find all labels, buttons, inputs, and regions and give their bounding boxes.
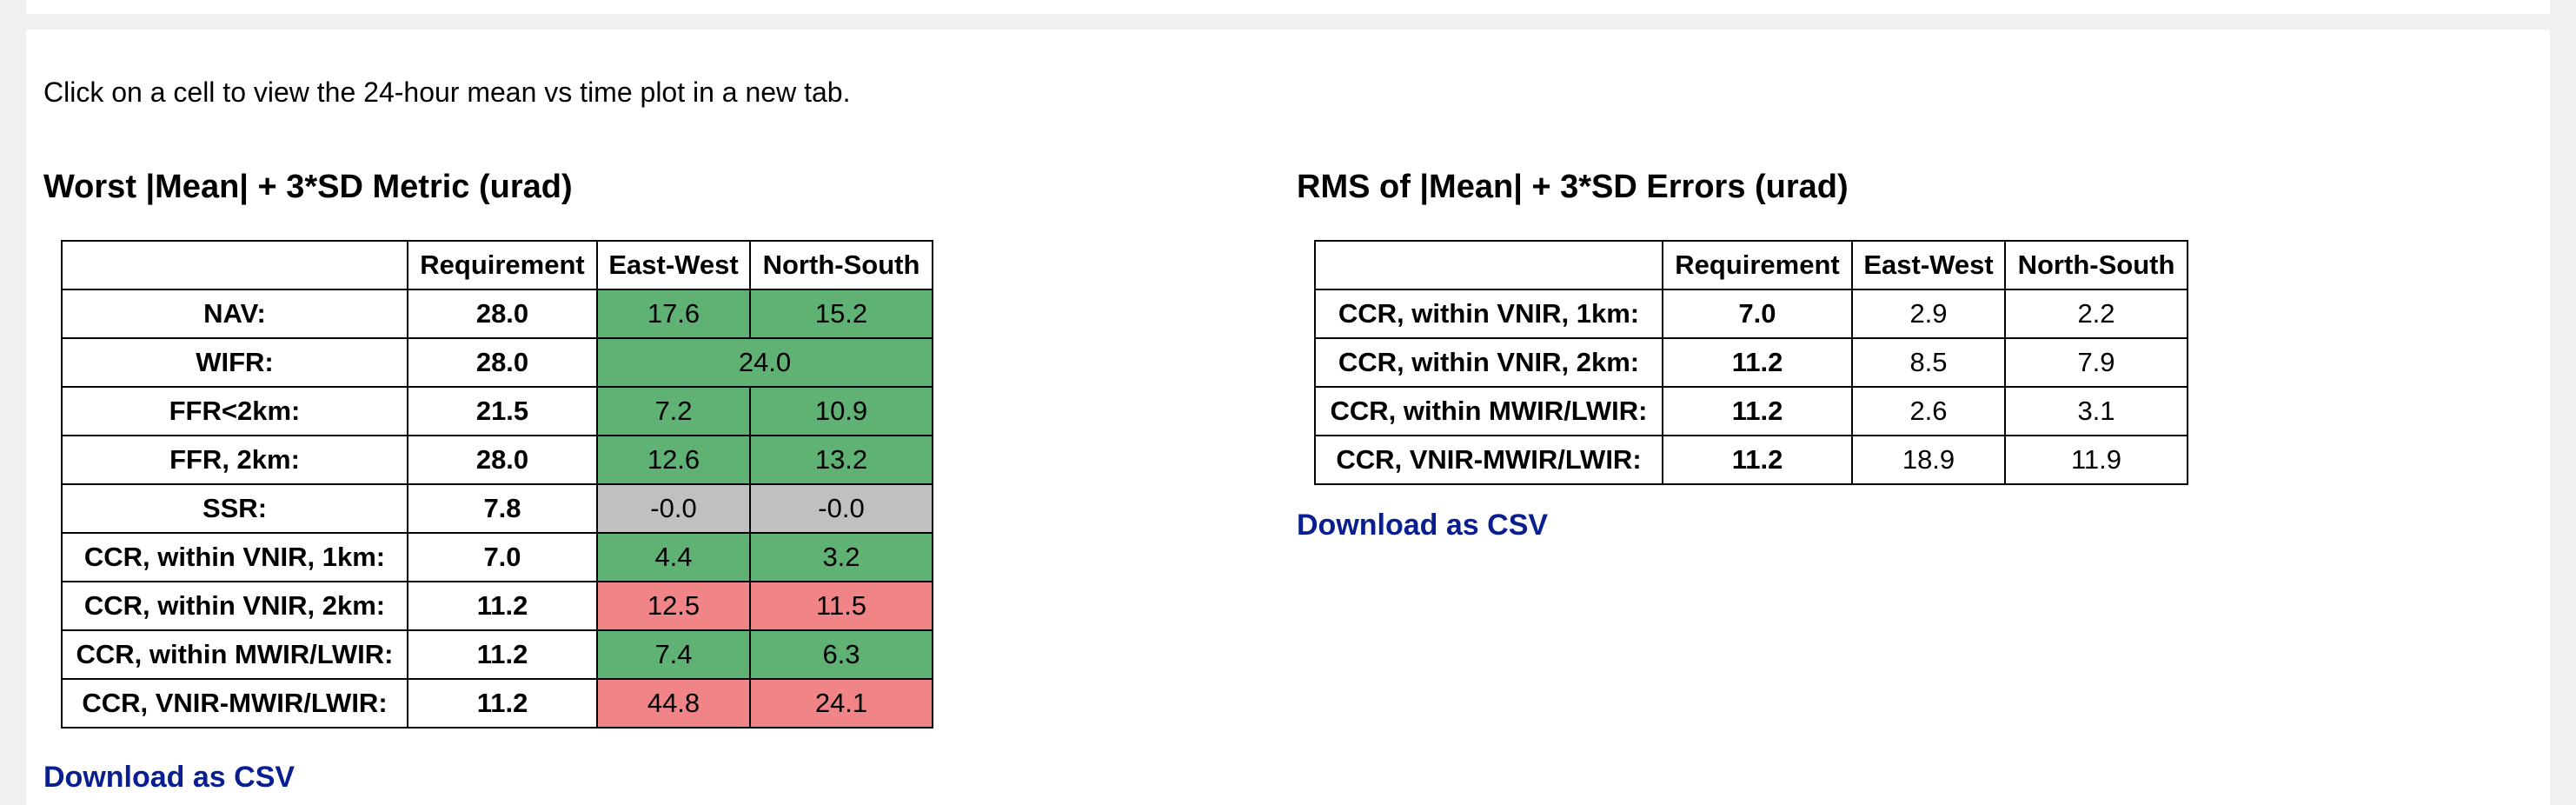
table-row: WIFR: 28.0 24.0 (61, 337, 933, 388)
header-blank (1314, 240, 1663, 290)
table-row: SSR: 7.8 -0.0 -0.0 (61, 483, 933, 534)
requirement-cell: 11.2 (1662, 337, 1853, 388)
east-west-cell: 8.5 (1851, 337, 2006, 388)
header-requirement: Requirement (1662, 240, 1853, 290)
north-south-cell[interactable]: 11.5 (749, 581, 933, 631)
worst-metric-table: Requirement East-West North-South NAV: 2… (61, 240, 933, 728)
north-south-cell: 7.9 (2004, 337, 2188, 388)
north-south-cell[interactable]: -0.0 (749, 483, 933, 534)
east-west-cell: 2.6 (1851, 386, 2006, 436)
row-label: FFR, 2km: (61, 435, 408, 485)
row-label: CCR, within VNIR, 1km: (61, 532, 408, 582)
table-header-row: Requirement East-West North-South (61, 240, 933, 290)
requirement-cell: 28.0 (407, 289, 598, 339)
north-south-cell[interactable]: 13.2 (749, 435, 933, 485)
east-west-cell: 18.9 (1851, 435, 2006, 485)
intro-text: Click on a cell to view the 24-hour mean… (43, 77, 851, 108)
requirement-cell: 7.0 (1662, 289, 1853, 339)
row-label: FFR<2km: (61, 386, 408, 436)
table-row: CCR, within VNIR, 2km: 11.2 12.5 11.5 (61, 581, 933, 631)
east-west-cell[interactable]: 4.4 (596, 532, 751, 582)
east-west-cell[interactable]: 12.5 (596, 581, 751, 631)
row-label: CCR, within VNIR, 2km: (1314, 337, 1663, 388)
north-south-cell: 3.1 (2004, 386, 2188, 436)
north-south-cell[interactable]: 10.9 (749, 386, 933, 436)
table-row: CCR, within VNIR, 1km: 7.0 4.4 3.2 (61, 532, 933, 582)
table-header-row: Requirement East-West North-South (1314, 240, 2188, 290)
row-label: CCR, within VNIR, 2km: (61, 581, 408, 631)
top-panel-strip (26, 0, 2550, 14)
table-row: CCR, within VNIR, 1km: 7.0 2.9 2.2 (1314, 289, 2188, 339)
row-label: CCR, within VNIR, 1km: (1314, 289, 1663, 339)
requirement-cell: 11.2 (1662, 435, 1853, 485)
requirement-cell: 28.0 (407, 337, 598, 388)
east-west-cell[interactable]: 44.8 (596, 678, 751, 728)
north-south-cell[interactable]: 15.2 (749, 289, 933, 339)
rms-errors-title: RMS of |Mean| + 3*SD Errors (urad) (1297, 169, 1849, 205)
row-label: WIFR: (61, 337, 408, 388)
table-row: CCR, VNIR-MWIR/LWIR: 11.2 18.9 11.9 (1314, 435, 2188, 485)
east-west-cell: 2.9 (1851, 289, 2006, 339)
worst-metric-title: Worst |Mean| + 3*SD Metric (urad) (43, 169, 573, 205)
row-label: NAV: (61, 289, 408, 339)
east-west-cell[interactable]: -0.0 (596, 483, 751, 534)
table-row: FFR<2km: 21.5 7.2 10.9 (61, 386, 933, 436)
combined-value-cell[interactable]: 24.0 (596, 337, 933, 388)
east-west-cell[interactable]: 7.2 (596, 386, 751, 436)
requirement-cell: 7.0 (407, 532, 598, 582)
table-row: CCR, within MWIR/LWIR: 11.2 2.6 3.1 (1314, 386, 2188, 436)
requirement-cell: 11.2 (407, 629, 598, 680)
row-label: CCR, VNIR-MWIR/LWIR: (61, 678, 408, 728)
requirement-cell: 21.5 (407, 386, 598, 436)
download-csv-link-rms[interactable]: Download as CSV (1297, 509, 1549, 542)
rms-errors-table: Requirement East-West North-South CCR, w… (1314, 240, 2188, 485)
download-csv-link-worst[interactable]: Download as CSV (43, 761, 295, 794)
row-label: CCR, within MWIR/LWIR: (61, 629, 408, 680)
row-label: CCR, within MWIR/LWIR: (1314, 386, 1663, 436)
north-south-cell: 2.2 (2004, 289, 2188, 339)
header-east-west: East-West (1851, 240, 2006, 290)
table-row: CCR, VNIR-MWIR/LWIR: 11.2 44.8 24.1 (61, 678, 933, 728)
table-row: CCR, within MWIR/LWIR: 11.2 7.4 6.3 (61, 629, 933, 680)
requirement-cell: 11.2 (1662, 386, 1853, 436)
header-north-south: North-South (749, 240, 933, 290)
requirement-cell: 7.8 (407, 483, 598, 534)
requirement-cell: 11.2 (407, 678, 598, 728)
east-west-cell[interactable]: 17.6 (596, 289, 751, 339)
east-west-cell[interactable]: 12.6 (596, 435, 751, 485)
requirement-cell: 28.0 (407, 435, 598, 485)
north-south-cell[interactable]: 6.3 (749, 629, 933, 680)
header-requirement: Requirement (407, 240, 598, 290)
header-north-south: North-South (2004, 240, 2188, 290)
row-label: SSR: (61, 483, 408, 534)
north-south-cell: 11.9 (2004, 435, 2188, 485)
table-row: CCR, within VNIR, 2km: 11.2 8.5 7.9 (1314, 337, 2188, 388)
row-label: CCR, VNIR-MWIR/LWIR: (1314, 435, 1663, 485)
north-south-cell[interactable]: 24.1 (749, 678, 933, 728)
table-row: FFR, 2km: 28.0 12.6 13.2 (61, 435, 933, 485)
table-row: NAV: 28.0 17.6 15.2 (61, 289, 933, 339)
east-west-cell[interactable]: 7.4 (596, 629, 751, 680)
header-blank (61, 240, 408, 290)
north-south-cell[interactable]: 3.2 (749, 532, 933, 582)
requirement-cell: 11.2 (407, 581, 598, 631)
header-east-west: East-West (596, 240, 751, 290)
